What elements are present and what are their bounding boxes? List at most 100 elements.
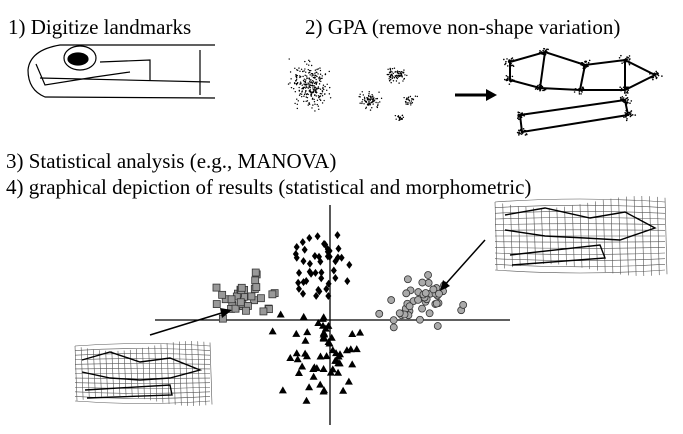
mark xyxy=(622,96,624,98)
mark xyxy=(373,98,374,99)
mark xyxy=(306,94,307,95)
mark xyxy=(294,103,295,104)
mark xyxy=(362,99,363,100)
mark xyxy=(379,101,380,102)
mark xyxy=(322,87,323,88)
mark xyxy=(303,87,304,88)
mark xyxy=(412,102,413,103)
mark xyxy=(402,76,403,77)
mark xyxy=(629,112,631,114)
mark xyxy=(627,86,629,88)
mark xyxy=(621,88,623,90)
mark xyxy=(322,95,323,96)
mark xyxy=(298,100,299,101)
mark xyxy=(578,62,580,64)
mark xyxy=(630,116,632,118)
mark xyxy=(509,61,511,63)
mark xyxy=(296,269,302,277)
mark xyxy=(625,114,627,116)
mark xyxy=(298,67,299,68)
mark xyxy=(506,58,508,60)
mark xyxy=(513,80,515,82)
mark xyxy=(619,57,621,59)
mark xyxy=(403,97,404,98)
mark xyxy=(495,270,665,273)
mark xyxy=(316,381,324,388)
mark xyxy=(334,231,340,239)
mark xyxy=(623,62,625,64)
mark xyxy=(512,76,514,78)
arrow-head xyxy=(486,89,497,101)
mark xyxy=(549,53,551,55)
mark xyxy=(312,87,313,88)
mark xyxy=(305,383,313,390)
mark xyxy=(296,79,297,80)
mark xyxy=(460,301,467,308)
mark xyxy=(504,64,506,66)
mark xyxy=(434,322,441,329)
mark xyxy=(398,75,399,76)
mark xyxy=(295,279,301,287)
mark xyxy=(302,76,303,77)
mark xyxy=(626,56,628,58)
mark xyxy=(309,72,310,73)
mark xyxy=(624,91,626,93)
mark xyxy=(520,116,522,118)
mark xyxy=(619,86,621,88)
mark xyxy=(404,74,405,75)
mark xyxy=(390,79,391,80)
mark xyxy=(403,117,404,118)
mark xyxy=(331,267,337,275)
mark xyxy=(314,95,315,96)
mark xyxy=(306,75,307,76)
mark xyxy=(308,102,309,103)
mark xyxy=(512,60,514,62)
mark xyxy=(620,90,622,92)
mark xyxy=(381,98,382,99)
mark xyxy=(370,96,371,97)
mark xyxy=(309,82,310,83)
ordination-points xyxy=(213,231,467,404)
arrow xyxy=(443,240,485,287)
mark xyxy=(319,79,320,80)
mark xyxy=(401,75,402,76)
mark xyxy=(297,104,298,105)
mark xyxy=(630,100,632,102)
mark xyxy=(655,76,657,78)
mark xyxy=(300,313,308,320)
mark xyxy=(304,94,305,95)
mark xyxy=(306,87,307,88)
mark xyxy=(303,96,304,97)
mark xyxy=(520,129,522,131)
mark xyxy=(623,116,625,118)
mark xyxy=(540,87,542,89)
mark xyxy=(299,90,300,91)
mark xyxy=(308,94,309,95)
figure: 1) Digitize landmarks 2) GPA (remove non… xyxy=(0,0,683,434)
mark xyxy=(622,101,624,103)
mark xyxy=(308,69,309,70)
mark xyxy=(495,230,665,231)
mark xyxy=(310,85,311,86)
mark xyxy=(387,69,388,70)
mark xyxy=(521,131,523,133)
mark xyxy=(544,55,546,57)
mark xyxy=(318,95,319,96)
mark xyxy=(503,59,505,61)
mark xyxy=(588,62,590,64)
mark xyxy=(409,102,410,103)
mark xyxy=(305,92,306,93)
mark xyxy=(290,78,291,79)
mark xyxy=(299,84,300,85)
mark xyxy=(512,57,514,59)
mark xyxy=(316,89,317,90)
mark xyxy=(399,75,400,76)
mark xyxy=(304,78,305,79)
mark xyxy=(310,373,318,380)
mark xyxy=(75,383,210,384)
mark xyxy=(311,65,312,66)
step-title: 4) graphical depiction of results (stati… xyxy=(6,175,531,199)
mark xyxy=(511,65,513,67)
mark xyxy=(364,97,365,98)
mark xyxy=(316,92,317,93)
